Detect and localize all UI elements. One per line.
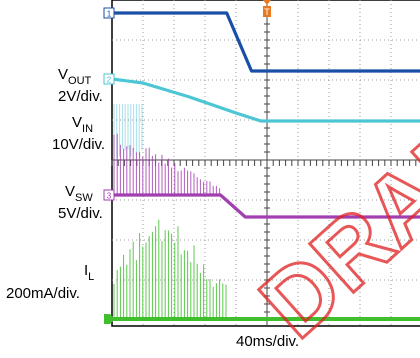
vout-scale: 2V/div. [58, 88, 103, 105]
il-label: IL [84, 262, 94, 283]
waveform-traces [112, 11, 420, 321]
vin-label: VIN [72, 114, 93, 135]
vsw-channel-marker: 3 [103, 189, 115, 201]
vsw-trace [112, 193, 420, 219]
vin-ripple [113, 104, 143, 158]
draft-watermark: DRAFT [241, 64, 420, 358]
trigger-marker: T [263, 0, 271, 17]
il-channel-marker [104, 314, 115, 324]
vin-channel-marker: 2 [103, 73, 115, 85]
vin-channel-number: 2 [107, 76, 112, 85]
channel-markers: 1 2 3 T [103, 0, 271, 324]
vsw-channel-number: 3 [107, 192, 112, 201]
trigger-label: T [264, 7, 270, 17]
il-switching-spikes [113, 219, 227, 319]
vout-label: VOUT [58, 66, 92, 87]
vsw-switching-spikes [113, 133, 221, 195]
vout-trace [112, 11, 420, 73]
vsw-label: VSW [65, 183, 93, 204]
timebase-label: 40ms/div. [236, 333, 299, 350]
vout-channel-number: 1 [107, 10, 112, 19]
vsw-scale: 5V/div. [58, 205, 103, 222]
il-scale: 200mA/div. [6, 285, 80, 302]
vin-scale: 10V/div. [52, 136, 105, 153]
vin-trace [112, 77, 420, 123]
vout-channel-marker: 1 [103, 7, 115, 19]
